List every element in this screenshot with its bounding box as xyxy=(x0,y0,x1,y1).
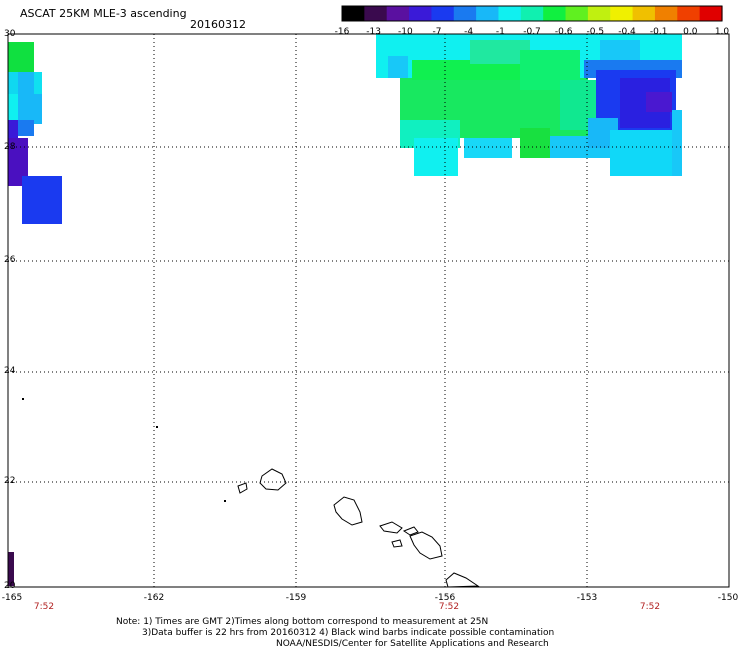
colorbar-segment xyxy=(654,6,678,21)
colorbar-tick-label: -13 xyxy=(366,27,382,37)
colorbar-tick-label: -7 xyxy=(432,27,442,37)
data-swaths xyxy=(8,34,682,586)
note-line-2: 3)Data buffer is 22 hrs from 20160312 4)… xyxy=(142,628,555,638)
wind-data-cell xyxy=(672,110,682,176)
colorbar-segment xyxy=(520,6,544,21)
lat-label-28: 28 xyxy=(4,142,16,152)
wind-data-cell xyxy=(18,72,34,120)
island-outline xyxy=(409,531,443,560)
colorbar-tick-label: -0.5 xyxy=(586,27,605,37)
coastline-islands xyxy=(22,398,480,588)
colorbar-tick-label: -0.4 xyxy=(618,27,636,37)
island-outline xyxy=(402,526,419,536)
island-outline xyxy=(379,521,403,534)
colorbar-segment xyxy=(364,6,388,21)
lat-label-22: 22 xyxy=(4,476,16,486)
small-island-dot xyxy=(224,500,226,502)
lon-label-153: -153 xyxy=(576,593,598,603)
colorbar-segment xyxy=(610,6,634,21)
wind-data-cell xyxy=(22,176,62,224)
time-label-2: 7:52 xyxy=(438,602,460,612)
lon-label-165: -165 xyxy=(1,593,23,603)
lon-label-159: -159 xyxy=(285,593,307,603)
island-outline xyxy=(237,482,248,494)
island-outline xyxy=(391,539,403,548)
wind-data-cell xyxy=(18,120,34,136)
wind-data-cell xyxy=(8,552,14,586)
graticule xyxy=(8,34,729,587)
wind-data-cell xyxy=(520,128,550,158)
lon-label-162: -162 xyxy=(143,593,165,603)
colorbar-segment xyxy=(565,6,589,21)
colorbar-tick-label: -0.1 xyxy=(649,27,668,37)
colorbar-segment xyxy=(498,6,522,21)
colorbar-tick-label: -0.7 xyxy=(523,27,541,37)
lon-label-150: -150 xyxy=(717,593,739,603)
map-date: 20160312 xyxy=(190,18,246,31)
colorbar-segment xyxy=(342,6,365,21)
colorbar-segment xyxy=(431,6,455,21)
colorbar-segment xyxy=(632,6,656,21)
lat-label-26: 26 xyxy=(4,255,16,265)
small-island-dot xyxy=(22,398,24,400)
colorbar-segment xyxy=(543,6,567,21)
time-label-3: 7:52 xyxy=(639,602,661,612)
lat-label-30: 30 xyxy=(4,29,16,39)
wind-data-cell xyxy=(464,138,512,158)
time-label-1: 7:52 xyxy=(33,602,55,612)
island-outline xyxy=(259,468,287,491)
island-outline xyxy=(445,572,480,588)
wind-data-cell xyxy=(610,130,682,176)
colorbar-tick-label: -0.6 xyxy=(554,27,573,37)
lon-label-156: -156 xyxy=(434,593,456,603)
note-line-1: Note: 1) Times are GMT 2)Times along bot… xyxy=(116,617,489,627)
wind-data-cell xyxy=(8,120,18,138)
colorbar-tick-label: 0.0 xyxy=(683,27,698,37)
colorbar-tick-label: -4 xyxy=(464,27,474,37)
colorbar-segment xyxy=(453,6,477,21)
colorbar-segment xyxy=(587,6,611,21)
wind-data-cell xyxy=(34,94,42,124)
lat-label-20: 20 xyxy=(4,581,16,591)
colorbar-tick-label: 1.0 xyxy=(714,27,730,37)
lat-label-24: 24 xyxy=(4,366,16,376)
island-outline xyxy=(333,496,363,526)
colorbar-tick-label: -10 xyxy=(397,27,413,37)
colorbar-frame xyxy=(341,5,723,22)
colorbar-segment xyxy=(677,6,701,21)
colorbar-segment xyxy=(386,6,410,21)
colorbar-tick-label: -16 xyxy=(334,27,350,37)
wind-data-cell xyxy=(8,42,34,72)
wind-data-cell xyxy=(646,92,672,112)
colorbar-segment xyxy=(476,6,500,21)
colorbar-segment xyxy=(699,6,723,21)
wind-data-cell xyxy=(8,138,28,186)
map-title: ASCAT 25KM MLE-3 ascending xyxy=(20,7,187,20)
wind-data-cell xyxy=(8,94,18,120)
map-frame xyxy=(7,33,730,588)
wind-data-cell xyxy=(600,40,640,60)
wind-data-cell xyxy=(8,72,18,94)
note-line-3: NOAA/NESDIS/Center for Satellite Applica… xyxy=(276,639,549,649)
wind-data-cell xyxy=(388,56,408,78)
colorbar-tick-label: -1 xyxy=(495,27,505,37)
colorbar xyxy=(341,5,723,22)
wind-data-cell xyxy=(414,138,458,176)
wind-data-cell xyxy=(34,72,42,94)
small-island-dot xyxy=(156,426,158,428)
colorbar-segment xyxy=(409,6,433,21)
